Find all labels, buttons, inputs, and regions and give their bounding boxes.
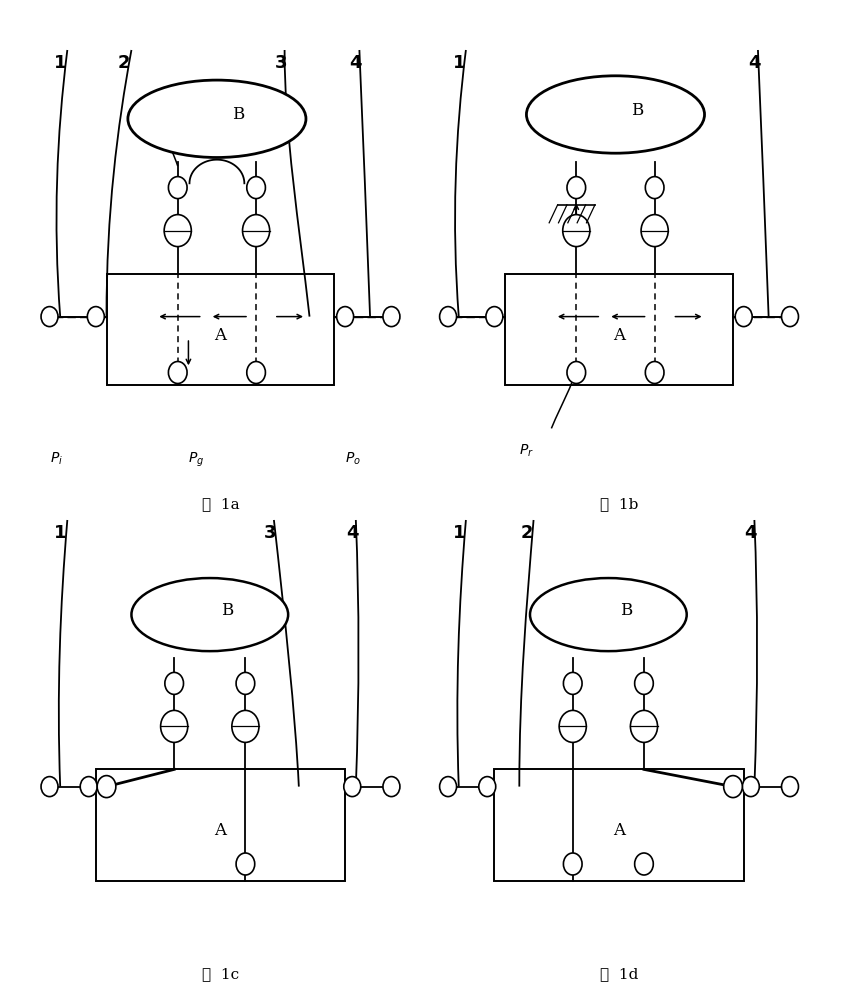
Text: $P_o$: $P_o$ <box>345 451 361 467</box>
Bar <box>96 769 345 881</box>
Text: $P_i$: $P_i$ <box>49 451 63 467</box>
Ellipse shape <box>131 578 288 651</box>
Circle shape <box>41 307 58 327</box>
Text: 3: 3 <box>264 524 276 542</box>
Bar <box>494 769 744 881</box>
Text: 4: 4 <box>349 54 362 72</box>
Text: 1: 1 <box>453 524 465 542</box>
Circle shape <box>735 307 752 327</box>
Circle shape <box>165 672 183 694</box>
Circle shape <box>247 177 265 199</box>
Circle shape <box>439 777 456 797</box>
Circle shape <box>243 215 270 247</box>
Circle shape <box>232 710 259 742</box>
Circle shape <box>634 853 653 875</box>
Text: 4: 4 <box>748 54 761 72</box>
Circle shape <box>98 776 116 798</box>
Bar <box>107 274 334 385</box>
Text: 1: 1 <box>453 54 465 72</box>
Text: 图  1b: 图 1b <box>600 497 639 511</box>
Circle shape <box>567 361 586 383</box>
Circle shape <box>169 177 187 199</box>
Circle shape <box>236 672 254 694</box>
Text: A: A <box>613 822 625 839</box>
Text: A: A <box>215 822 226 839</box>
Text: 1: 1 <box>54 524 66 542</box>
Text: A: A <box>215 327 226 344</box>
Circle shape <box>630 710 657 742</box>
Circle shape <box>383 777 400 797</box>
Circle shape <box>81 777 98 797</box>
Bar <box>505 274 733 385</box>
Circle shape <box>479 777 496 797</box>
Circle shape <box>160 710 187 742</box>
Text: 图  1d: 图 1d <box>600 967 639 981</box>
Circle shape <box>634 672 653 694</box>
Circle shape <box>343 777 360 797</box>
Ellipse shape <box>527 76 705 153</box>
Circle shape <box>641 215 668 247</box>
Text: 2: 2 <box>118 54 131 72</box>
Text: B: B <box>232 106 244 123</box>
Circle shape <box>563 853 582 875</box>
Circle shape <box>723 776 742 798</box>
Ellipse shape <box>128 80 306 158</box>
Text: 2: 2 <box>520 524 533 542</box>
Circle shape <box>439 307 456 327</box>
Text: B: B <box>221 602 234 619</box>
Circle shape <box>486 307 503 327</box>
Text: 3: 3 <box>275 54 287 72</box>
Circle shape <box>563 215 590 247</box>
Circle shape <box>559 710 586 742</box>
Circle shape <box>567 177 586 199</box>
Text: 4: 4 <box>346 524 359 542</box>
Text: B: B <box>620 602 633 619</box>
Text: 图  1a: 图 1a <box>202 497 239 511</box>
Ellipse shape <box>530 578 687 651</box>
Circle shape <box>41 777 58 797</box>
Text: 图  1c: 图 1c <box>202 967 239 981</box>
Text: $P_r$: $P_r$ <box>128 116 142 131</box>
Circle shape <box>337 307 354 327</box>
Circle shape <box>169 361 187 383</box>
Text: A: A <box>613 327 625 344</box>
Text: 4: 4 <box>745 524 757 542</box>
Text: 1: 1 <box>54 54 66 72</box>
Text: B: B <box>631 102 643 119</box>
Circle shape <box>236 853 254 875</box>
Text: $P_r$: $P_r$ <box>519 442 534 459</box>
Circle shape <box>165 215 192 247</box>
Circle shape <box>645 361 664 383</box>
Circle shape <box>782 777 799 797</box>
Text: $P_g$: $P_g$ <box>188 451 204 469</box>
Circle shape <box>742 777 759 797</box>
Circle shape <box>782 307 799 327</box>
Circle shape <box>247 361 265 383</box>
Circle shape <box>645 177 664 199</box>
Circle shape <box>563 672 582 694</box>
Circle shape <box>383 307 400 327</box>
Circle shape <box>87 307 104 327</box>
